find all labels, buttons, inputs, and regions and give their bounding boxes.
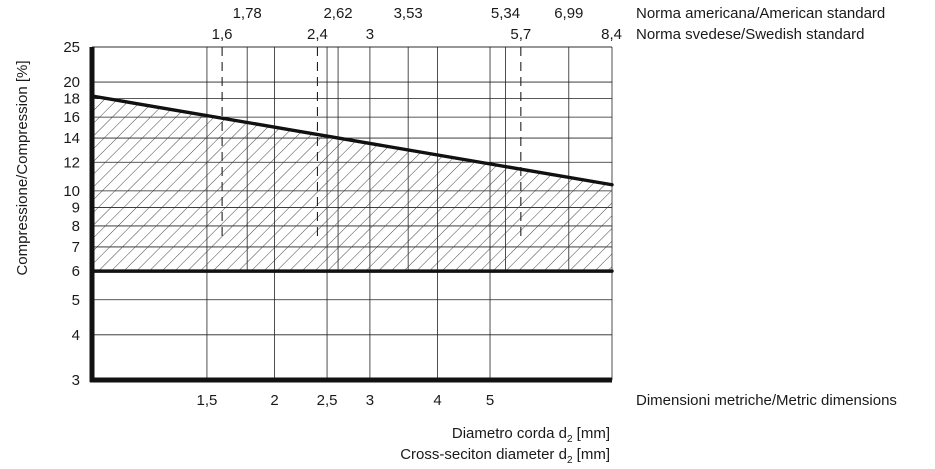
x-tick-label-american: 5,34 [491, 5, 520, 22]
x-tick-label-swedish: 8,4 [601, 26, 622, 43]
x-tick-label-metric: 5 [486, 392, 494, 409]
american-standard-label: Norma americana/American standard [636, 5, 885, 22]
metric-dimensions-label: Dimensioni metriche/Metric dimensions [636, 392, 897, 409]
x-axis-title-en-text: Cross-seciton diameter d [400, 446, 567, 463]
y-tick-label: 10 [63, 183, 80, 200]
y-tick-label: 14 [63, 130, 80, 147]
y-axis-title: Compressione/Compression [%] [14, 60, 31, 275]
x-tick-label-american: 3,53 [394, 5, 423, 22]
x-tick-label-metric: 1,5 [197, 392, 218, 409]
x-tick-label-metric: 4 [433, 392, 441, 409]
x-axis-title-it-text: Diametro corda d [451, 425, 567, 442]
y-tick-label: 9 [72, 199, 80, 216]
x-tick-label-swedish: 3 [366, 26, 374, 43]
y-tick-label: 18 [63, 91, 80, 108]
y-tick-label: 3 [72, 372, 80, 389]
axes [89, 47, 612, 383]
y-tick-label: 8 [72, 218, 80, 235]
upper-limit-line [90, 94, 614, 187]
x-tick-label-swedish: 5,7 [510, 26, 531, 43]
dashed-markers [221, 47, 522, 239]
x-tick-label-metric: 2,5 [317, 392, 338, 409]
x-axis-title-it-sub: 2 [566, 434, 573, 445]
y-tick-label: 25 [63, 39, 80, 56]
x-tick-label-american: 1,78 [233, 5, 262, 22]
series-lines [90, 94, 614, 273]
x-tick-label-metric: 3 [366, 392, 374, 409]
x-tick-label-american: 2,62 [323, 5, 352, 22]
y-tick-label: 6 [72, 263, 80, 280]
hatched-region [92, 95, 612, 272]
y-tick-label: 7 [72, 239, 80, 256]
x-tick-label-metric: 2 [270, 392, 278, 409]
x-axis-title-en-sub: 2 [566, 455, 573, 466]
x-axis-title-en-unit: [mm] [572, 446, 610, 463]
y-tick-label: 12 [63, 154, 80, 171]
y-tick-label: 5 [72, 292, 80, 309]
x-tick-label-swedish: 1,6 [212, 26, 233, 43]
swedish-standard-label: Norma svedese/Swedish standard [636, 26, 864, 43]
x-axis-title-en: Cross-seciton diameter d2 [mm] [400, 446, 610, 466]
x-axis-title-it-unit: [mm] [572, 425, 610, 442]
x-tick-label-american: 6,99 [554, 5, 583, 22]
hatched-area [92, 95, 612, 272]
y-tick-label: 16 [63, 109, 80, 126]
y-tick-label: 4 [72, 327, 80, 344]
x-axis-title-it: Diametro corda d2 [mm] [452, 425, 610, 445]
y-tick-label: 20 [63, 74, 80, 91]
x-tick-label-swedish: 2,4 [307, 26, 328, 43]
